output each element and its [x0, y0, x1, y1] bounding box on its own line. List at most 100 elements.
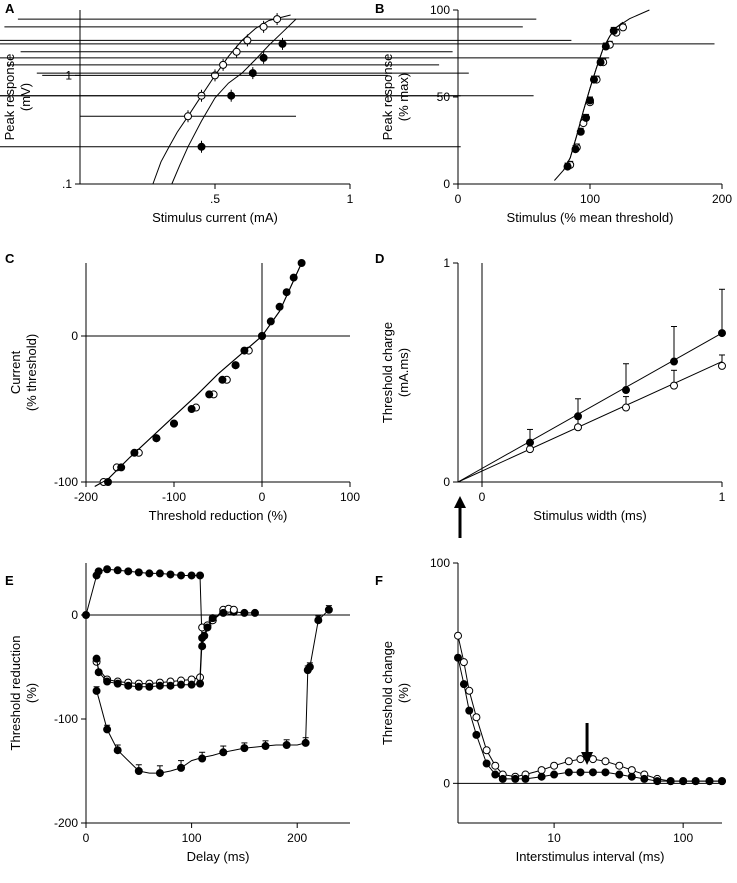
data-point [196, 679, 205, 688]
data-point [177, 680, 186, 689]
data-point [691, 777, 700, 786]
data-point [521, 774, 530, 783]
data-point [491, 761, 500, 770]
data-point [627, 772, 636, 781]
data-point [197, 142, 206, 151]
panel-b: B 0 100 200 0 50 100 Stimulus (% mean threshold… [375, 1, 732, 225]
data-point [615, 761, 624, 770]
x-tick-label: 100 [182, 831, 202, 845]
data-point [273, 15, 282, 24]
data-point [218, 375, 227, 384]
data-point [563, 162, 572, 171]
data-point [586, 96, 594, 105]
data-point [718, 777, 726, 786]
data-point [472, 713, 481, 722]
x-axis-label: Stimulus width (ms) [533, 508, 646, 523]
data-point [166, 570, 175, 579]
data-point [258, 332, 266, 340]
data-point [219, 748, 228, 757]
data-point [250, 608, 259, 617]
data-point [705, 777, 714, 786]
data-point [198, 633, 207, 642]
data-point [537, 766, 546, 775]
data-point [266, 317, 275, 326]
panel-label: E [5, 573, 14, 588]
data-point [94, 567, 103, 576]
data-point [609, 26, 618, 35]
data-point [526, 438, 534, 447]
data-point [113, 746, 122, 755]
series-curve-filled [171, 18, 297, 185]
series-curve-filled [563, 9, 650, 171]
data-point [134, 682, 143, 691]
x-tick-label: 10 [547, 831, 561, 845]
data-point [196, 571, 205, 580]
data-point [92, 654, 101, 663]
data-point [152, 434, 161, 443]
data-point [537, 772, 546, 781]
x-tick-label: 0 [83, 831, 90, 845]
data-point [103, 565, 112, 574]
x-axis-label: Delay (ms) [187, 849, 250, 864]
y-tick-label: 0 [443, 475, 450, 489]
data-point [679, 777, 688, 786]
series-curve-hyperpolarizing_100 [96, 609, 330, 774]
y-axis-label: Threshold charge [380, 322, 395, 423]
data-point [113, 566, 122, 575]
data-point [550, 770, 559, 779]
y-axis-label-unit: (% threshold) [24, 334, 39, 411]
data-point [297, 259, 306, 267]
data-point [275, 302, 284, 311]
data-point [240, 744, 249, 753]
x-tick-label: .5 [210, 192, 220, 206]
data-point [574, 423, 582, 432]
y-axis-label-unit: (%) [24, 683, 39, 703]
data-point [243, 36, 252, 45]
x-tick-label: 100 [580, 192, 600, 206]
data-point [491, 770, 500, 779]
data-point [472, 730, 481, 739]
data-point [177, 763, 186, 772]
y-tick-label: -100 [54, 475, 78, 489]
data-point [589, 75, 598, 84]
data-point [571, 145, 580, 154]
data-point [278, 39, 287, 48]
data-point [187, 571, 196, 580]
data-point [282, 741, 291, 749]
data-point [301, 738, 310, 747]
data-point [240, 346, 249, 355]
data-point [208, 614, 217, 623]
x-tick-label: -200 [74, 490, 98, 504]
data-point [166, 681, 175, 690]
x-tick-label: 0 [259, 490, 266, 504]
data-point [134, 568, 143, 577]
y-tick-label: 1 [443, 256, 450, 270]
data-point [564, 757, 573, 766]
data-point [622, 403, 630, 412]
data-point [203, 623, 212, 632]
panel-label: B [375, 1, 384, 16]
data-point [282, 288, 291, 297]
data-point [666, 777, 675, 786]
data-point [601, 42, 610, 51]
data-point [601, 768, 610, 777]
data-point [324, 605, 333, 614]
data-point [576, 127, 585, 136]
data-point [627, 766, 636, 775]
data-point [596, 58, 605, 67]
data-point [670, 381, 678, 390]
y-axis-label: Peak response [380, 54, 395, 141]
data-point [219, 60, 228, 69]
data-point [232, 47, 241, 56]
data-point [576, 755, 585, 764]
data-point [92, 686, 101, 695]
data-point [482, 759, 491, 768]
series-curve-filled [457, 332, 723, 483]
data-point [305, 663, 314, 671]
x-tick-label: -100 [162, 490, 186, 504]
y-axis-label: Threshold change [380, 641, 395, 745]
y-axis-label-unit: (%) [396, 683, 411, 703]
y-tick-label: 0 [71, 329, 78, 343]
data-point [198, 754, 207, 763]
